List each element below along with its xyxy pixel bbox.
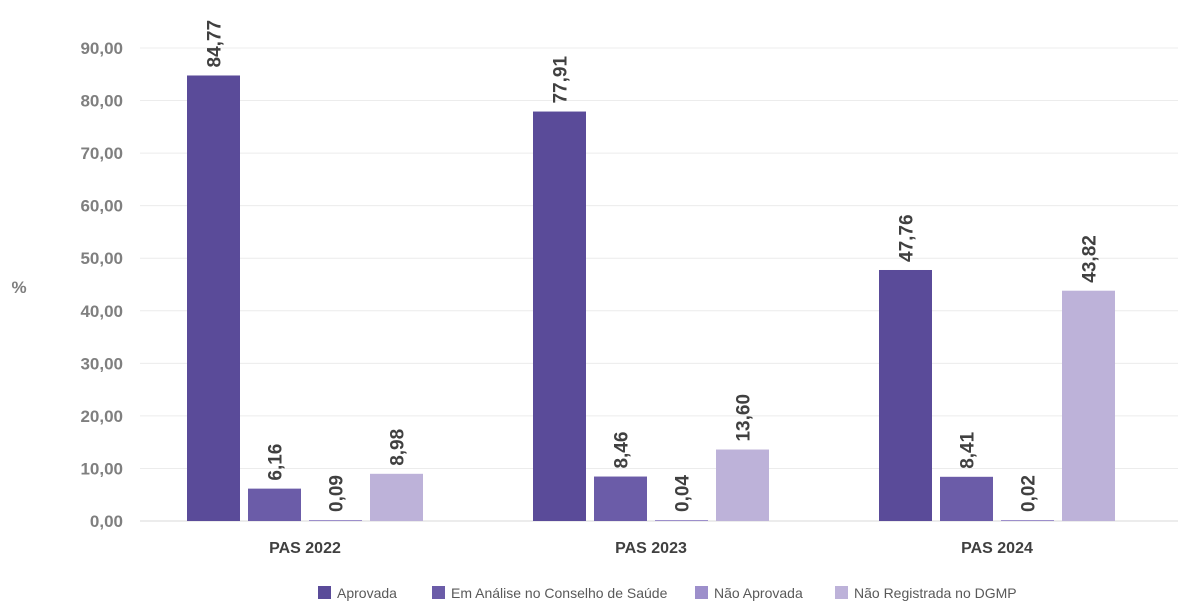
bar xyxy=(1062,290,1115,521)
bar xyxy=(533,111,586,521)
legend-swatch xyxy=(432,586,445,599)
y-tick-label: 50,00 xyxy=(80,249,123,268)
data-label: 13,60 xyxy=(734,394,755,442)
legend-label: Em Análise no Conselho de Saúde xyxy=(451,585,668,601)
bar xyxy=(248,488,301,521)
y-axis-label: % xyxy=(11,278,26,297)
legend: Aprovada Em Análise no Conselho de Saúde N… xyxy=(318,585,1017,601)
y-axis-ticks: 0,00 10,00 20,00 30,00 40,00 50,00 60,00 70,00 8… xyxy=(80,39,123,531)
x-category-label: PAS 2023 xyxy=(615,540,687,557)
data-labels: 84,77 6,16 0,09 8,98 77,91 8,46 0,04 13,60 47,76… xyxy=(205,20,1101,512)
bar xyxy=(940,476,993,521)
y-tick-label: 90,00 xyxy=(80,39,123,58)
bar xyxy=(879,269,932,521)
y-tick-label: 0,00 xyxy=(90,512,123,531)
y-tick-label: 40,00 xyxy=(80,302,123,321)
bar xyxy=(309,520,362,521)
data-label: 43,82 xyxy=(1080,235,1101,283)
y-tick-label: 70,00 xyxy=(80,144,123,163)
data-label: 0,04 xyxy=(673,475,694,512)
y-tick-label: 20,00 xyxy=(80,407,123,426)
data-label: 0,02 xyxy=(1019,475,1040,512)
x-axis-categories: PAS 2022 PAS 2023 PAS 2024 xyxy=(269,540,1033,557)
legend-swatch xyxy=(835,586,848,599)
y-tick-label: 10,00 xyxy=(80,459,123,478)
bar xyxy=(655,520,708,521)
legend-label: Aprovada xyxy=(337,585,397,601)
legend-label: Não Aprovada xyxy=(714,585,803,601)
data-label: 8,98 xyxy=(388,429,409,466)
legend-swatch xyxy=(695,586,708,599)
data-label: 84,77 xyxy=(205,20,226,68)
data-label: 8,41 xyxy=(958,431,979,468)
bar xyxy=(716,449,769,521)
data-label: 6,16 xyxy=(266,444,287,481)
bars xyxy=(187,75,1115,521)
x-category-label: PAS 2024 xyxy=(961,540,1033,557)
legend-swatch xyxy=(318,586,331,599)
y-tick-label: 30,00 xyxy=(80,354,123,373)
data-label: 77,91 xyxy=(551,56,572,104)
bar xyxy=(187,75,240,521)
bar xyxy=(370,473,423,521)
bar xyxy=(1001,520,1054,521)
legend-label: Não Registrada no DGMP xyxy=(854,585,1017,601)
data-label: 47,76 xyxy=(897,214,918,262)
gridlines xyxy=(140,47,1178,522)
data-label: 8,46 xyxy=(612,432,633,469)
y-tick-label: 60,00 xyxy=(80,197,123,216)
data-label: 0,09 xyxy=(327,475,348,512)
x-category-label: PAS 2022 xyxy=(269,540,341,557)
y-tick-label: 80,00 xyxy=(80,92,123,111)
bar xyxy=(594,476,647,521)
